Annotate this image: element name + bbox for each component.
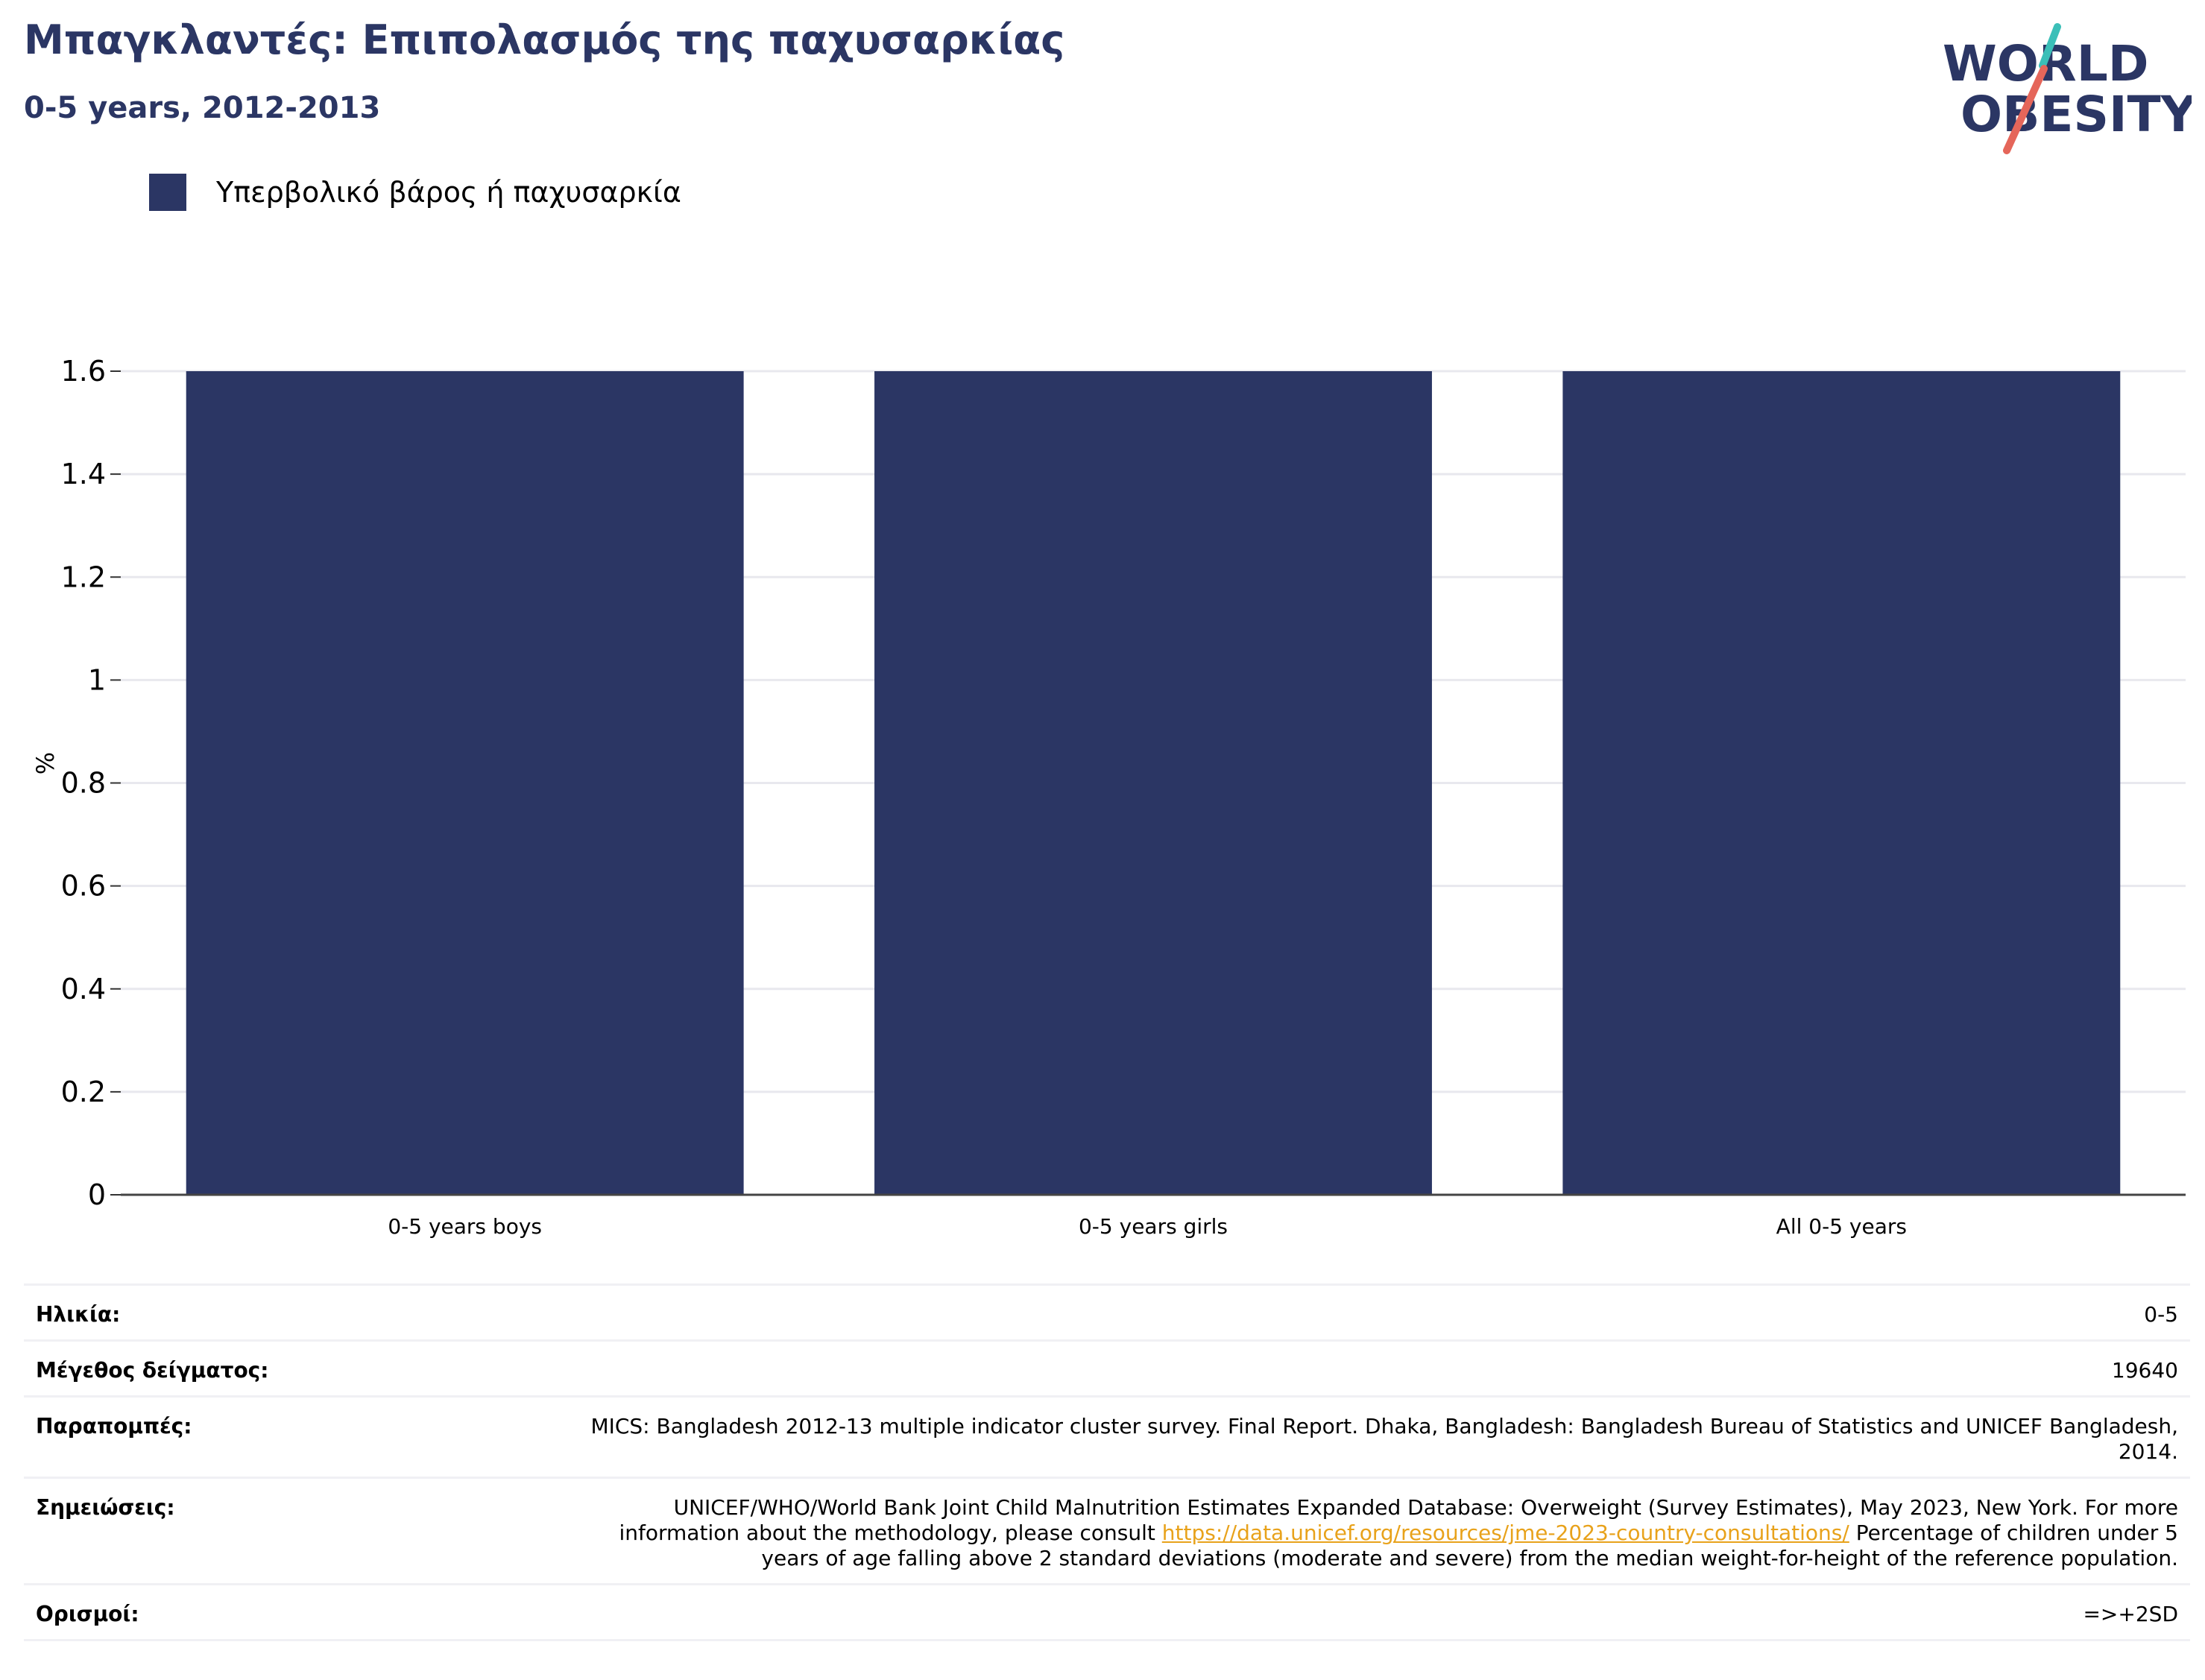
axes: 0 0.2 0.4 0.6 0.8 1 1.2 1.4 1.6 0-5 years boys 0-5… <box>61 355 2186 1239</box>
notes-text-after: Percentage of children under 5 years of … <box>761 1520 2178 1570</box>
details-row-notes: Σημειώσεις: UNICEF/WHO/World Bank Joint … <box>24 1479 2190 1585</box>
y-tick-label: 1.2 <box>61 560 106 593</box>
sample-size-label: Μέγεθος δείγματος: <box>36 1358 269 1383</box>
bar-1[interactable] <box>186 371 744 1195</box>
y-tick-label: 0.2 <box>61 1076 106 1108</box>
chart-legend[interactable]: Υπερβολικό βάρος ή παχυσαρκία <box>149 173 681 212</box>
details-row-sample-size: Μέγεθος δείγματος: 19640 <box>24 1342 2190 1398</box>
y-tick-label: 1.4 <box>61 458 106 490</box>
definitions-value: =>+2SD <box>2083 1602 2178 1626</box>
bar-3[interactable] <box>1562 371 2121 1195</box>
y-tick-label: 1.6 <box>61 355 106 388</box>
notes-text-before: UNICEF/WHO/World Bank Joint Child Malnut… <box>619 1495 2179 1545</box>
logo-slash-coral-icon <box>2003 65 2048 154</box>
y-tick-label: 0.8 <box>61 767 106 800</box>
age-value: 0-5 <box>2144 1302 2178 1327</box>
details-row-references: Παραπομπές: MICS: Bangladesh 2012-13 mul… <box>24 1398 2190 1479</box>
page-subtitle: 0-5 years, 2012-2013 <box>24 91 381 125</box>
y-tick-label: 1 <box>88 663 106 696</box>
x-tick-label: All 0-5 years <box>1776 1214 1907 1239</box>
details-table: Ηλικία: 0-5 Μέγεθος δείγματος: 19640 Παρ… <box>24 1283 2190 1641</box>
x-tick-label: 0-5 years boys <box>388 1214 542 1239</box>
x-tick-label: 0-5 years girls <box>1079 1214 1228 1239</box>
bar-2[interactable] <box>874 371 1432 1195</box>
definitions-label: Ορισμοί: <box>36 1602 139 1626</box>
bars <box>186 371 2121 1195</box>
page-title: Μπαγκλαντές: Επιπολασμός της παχυσαρκίας <box>24 16 1065 63</box>
world-obesity-logo: WORLD OBESITY <box>1943 23 2192 154</box>
methodology-link[interactable]: https://data.unicef.org/resources/jme-20… <box>1161 1520 1849 1545</box>
details-row-definitions: Ορισμοί: =>+2SD <box>24 1585 2190 1641</box>
references-label: Παραπομπές: <box>36 1414 192 1439</box>
legend-swatch <box>149 174 186 211</box>
bar-chart: 0 0.2 0.4 0.6 0.8 1 1.2 1.4 1.6 0-5 years boys 0-5… <box>31 355 2186 1239</box>
y-axis-label: % <box>31 752 60 774</box>
y-tick-label: 0.4 <box>61 973 106 1005</box>
y-tick-label: 0.6 <box>61 870 106 903</box>
logo-word-obesity: OBESITY <box>1960 86 2192 143</box>
notes-value: UNICEF/WHO/World Bank Joint Child Malnut… <box>568 1495 2179 1571</box>
references-value: MICS: Bangladesh 2012-13 multiple indica… <box>590 1414 2178 1464</box>
notes-label: Σημειώσεις: <box>36 1495 175 1520</box>
age-label: Ηλικία: <box>36 1302 121 1327</box>
legend-label: Υπερβολικό βάρος ή παχυσαρκία <box>216 176 681 209</box>
y-tick-label: 0 <box>88 1178 106 1211</box>
sample-size-value: 19640 <box>2111 1358 2178 1383</box>
logo-slash-teal-icon <box>2039 23 2061 69</box>
details-row-age: Ηλικία: 0-5 <box>24 1286 2190 1342</box>
